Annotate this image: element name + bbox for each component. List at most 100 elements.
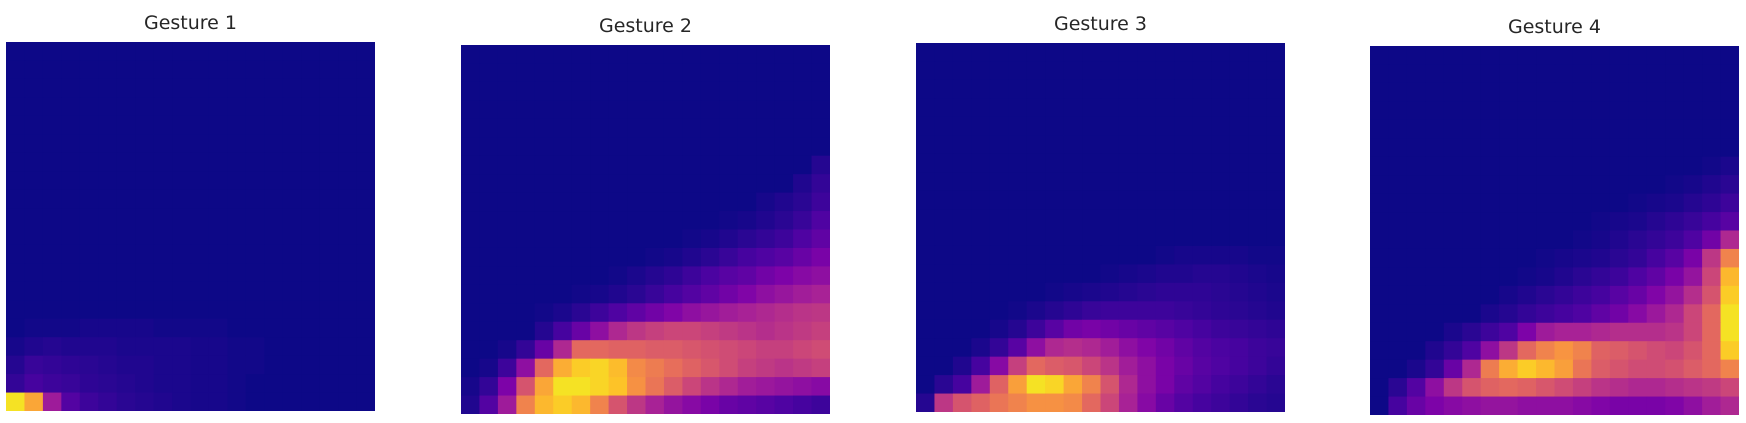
heatmap-cell	[1572, 359, 1592, 379]
heatmap-cell	[1646, 212, 1666, 232]
heatmap-cell	[1100, 209, 1120, 229]
heatmap-cell	[153, 171, 173, 191]
heatmap-cell	[153, 318, 173, 338]
heatmap-cell	[1137, 356, 1157, 376]
heatmap-cell	[1211, 375, 1231, 395]
heatmap-panel-3: Gesture 3	[916, 13, 1285, 415]
heatmap-cell	[1063, 245, 1083, 265]
heatmap-cell	[190, 226, 210, 246]
heatmap-cell	[1517, 64, 1537, 84]
heatmap-cell	[756, 395, 776, 414]
heatmap-cell	[1266, 319, 1285, 339]
heatmap-cell	[338, 355, 358, 375]
heatmap-cell	[971, 190, 991, 210]
heatmap-cell	[1646, 230, 1666, 250]
heatmap-cell	[1008, 338, 1028, 358]
heatmap-cell	[989, 227, 1009, 247]
heatmap-cell	[245, 78, 265, 98]
heatmap-cell	[319, 42, 339, 62]
heatmap-cell	[338, 134, 358, 154]
heatmap-cell	[479, 303, 499, 323]
heatmap-cell	[1591, 46, 1611, 66]
heatmap-cell	[1063, 264, 1083, 284]
heatmap-cell	[1462, 230, 1482, 250]
heatmap-cell	[319, 337, 339, 357]
heatmap-cell	[1462, 304, 1482, 324]
heatmap-cell	[811, 155, 830, 175]
heatmap-cell	[264, 337, 284, 357]
heatmap-cell	[1045, 98, 1065, 118]
heatmap-cell	[1063, 172, 1083, 192]
heatmap-cell	[1628, 82, 1648, 102]
heatmap-cell	[245, 281, 265, 301]
heatmap-cell	[1045, 61, 1065, 81]
heatmap-cell	[1683, 46, 1703, 66]
heatmap-cell	[516, 229, 536, 249]
heatmap-cell	[1388, 138, 1408, 158]
heatmap-cell	[645, 100, 665, 120]
heatmap-cell	[989, 264, 1009, 284]
heatmap-cell	[227, 318, 247, 338]
heatmap-cell	[153, 97, 173, 117]
heatmap-cell	[98, 60, 118, 80]
heatmap-cell	[1026, 245, 1046, 265]
heatmap-cell	[534, 358, 554, 378]
heatmap-cell	[301, 152, 321, 172]
heatmap-cell	[1100, 264, 1120, 284]
heatmap-cell	[700, 192, 720, 212]
heatmap-cell	[282, 97, 302, 117]
heatmap-cell	[682, 63, 702, 83]
heatmap-cell	[971, 135, 991, 155]
heatmap-cell	[571, 45, 591, 65]
heatmap-cell	[227, 78, 247, 98]
heatmap-cell	[1100, 245, 1120, 265]
heatmap-cell	[1665, 82, 1685, 102]
heatmap-cell	[1720, 378, 1739, 398]
heatmap-cell	[319, 355, 339, 375]
heatmap-cell	[79, 152, 99, 172]
heatmap-cell	[1425, 378, 1445, 398]
heatmap-cell	[1591, 230, 1611, 250]
heatmap-cell	[1462, 138, 1482, 158]
heatmap-cell	[1499, 267, 1519, 287]
heatmap-cell	[627, 155, 647, 175]
heatmap-cell	[811, 340, 830, 360]
heatmap-cell	[1248, 135, 1268, 155]
heatmap-cell	[1499, 396, 1519, 415]
heatmap-cell	[663, 45, 683, 65]
heatmap-cell	[1008, 190, 1028, 210]
heatmap-cell	[1211, 190, 1231, 210]
heatmap-cell	[1229, 282, 1249, 302]
heatmap-cell	[1609, 193, 1629, 213]
heatmap-cell	[42, 355, 62, 375]
heatmap-cell	[1174, 209, 1194, 229]
heatmap-cell	[627, 174, 647, 194]
heatmap-cell	[461, 81, 481, 101]
heatmap-cell	[571, 358, 591, 378]
heatmap-cell	[1702, 46, 1722, 66]
heatmap-cell	[190, 281, 210, 301]
heatmap-cell	[1082, 153, 1102, 173]
heatmap-cell	[6, 60, 26, 80]
heatmap-cell	[1425, 230, 1445, 250]
heatmap-cell	[682, 358, 702, 378]
heatmap-cell	[971, 209, 991, 229]
heatmap-cell	[952, 153, 972, 173]
heatmap-cell	[6, 337, 26, 357]
heatmap-cell	[1118, 43, 1138, 63]
heatmap-cell	[6, 42, 26, 62]
heatmap-cell	[952, 356, 972, 376]
heatmap-cell	[916, 356, 936, 376]
heatmap-cell	[356, 134, 375, 154]
heatmap-cell	[1665, 64, 1685, 84]
heatmap-cell	[61, 78, 81, 98]
heatmap-cell	[98, 208, 118, 228]
heatmap-cell	[116, 189, 136, 209]
heatmap-cell	[737, 247, 757, 267]
heatmap-cell	[1480, 175, 1500, 195]
heatmap-cell	[264, 392, 284, 411]
heatmap-cell	[245, 171, 265, 191]
heatmap-cell	[1118, 98, 1138, 118]
heatmap-cell	[571, 303, 591, 323]
heatmap-cell	[61, 152, 81, 172]
